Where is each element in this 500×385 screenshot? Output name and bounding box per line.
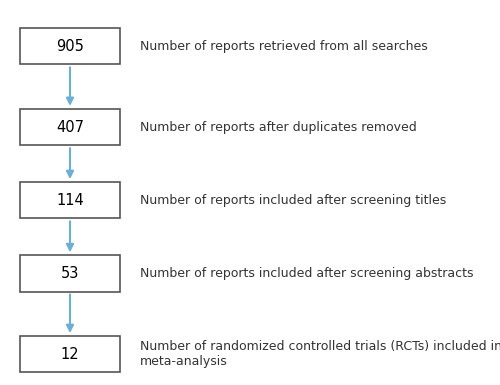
Text: 114: 114 [56, 193, 84, 208]
Text: 905: 905 [56, 39, 84, 54]
Text: Number of reports after duplicates removed: Number of reports after duplicates remov… [140, 121, 417, 134]
Text: Number of reports retrieved from all searches: Number of reports retrieved from all sea… [140, 40, 428, 53]
Text: Number of reports included after screening abstracts: Number of reports included after screeni… [140, 267, 473, 280]
Text: Number of reports included after screening titles: Number of reports included after screeni… [140, 194, 446, 207]
Text: 12: 12 [60, 347, 80, 362]
Bar [20, 28, 120, 64]
Text: 407: 407 [56, 120, 84, 134]
Bar [20, 336, 120, 373]
Text: 53: 53 [61, 266, 79, 281]
Bar [20, 255, 120, 292]
Bar [20, 182, 120, 219]
Bar [20, 109, 120, 145]
Text: Number of randomized controlled trials (RCTs) included in
meta-analysis: Number of randomized controlled trials (… [140, 340, 500, 368]
